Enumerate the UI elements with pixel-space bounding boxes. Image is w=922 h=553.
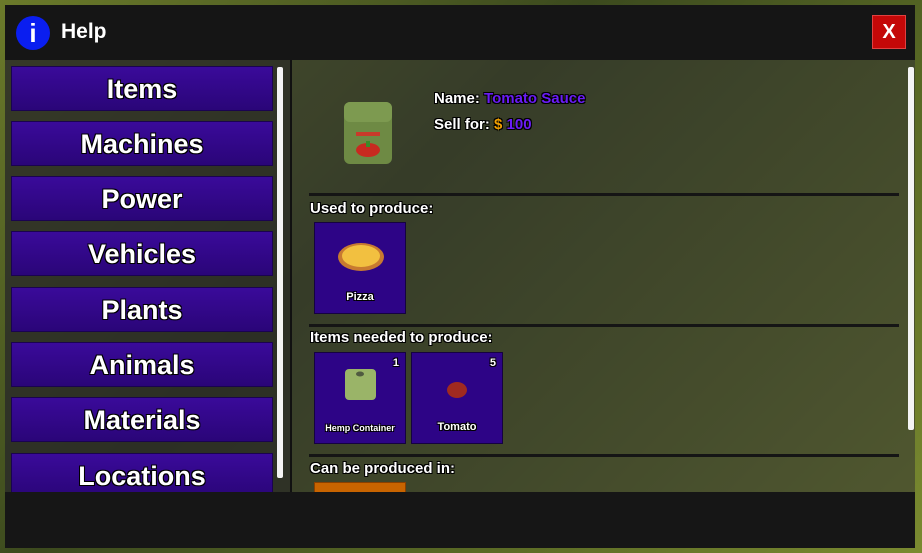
nav-plants[interactable]: Plants xyxy=(11,287,273,332)
hemp-container-icon xyxy=(345,369,376,400)
sell-label: Sell for: xyxy=(434,116,490,133)
divider xyxy=(309,193,899,196)
item-name: Tomato Sauce xyxy=(484,90,586,107)
divider xyxy=(309,454,899,457)
name-label: Name: xyxy=(434,90,480,107)
nav-machines[interactable]: Machines xyxy=(11,121,273,166)
tomato-sauce-icon xyxy=(344,102,392,164)
nav-materials[interactable]: Materials xyxy=(11,397,273,442)
info-icon: i xyxy=(16,16,50,50)
nav-vehicles[interactable]: Vehicles xyxy=(11,231,273,276)
sell-price: 100 xyxy=(506,116,532,133)
close-button[interactable]: X xyxy=(872,15,906,49)
left-scrollbar[interactable] xyxy=(277,67,283,478)
ingredient-label: Hemp Container xyxy=(325,423,395,433)
help-window: i Help X Items Machines Power Vehicles P… xyxy=(5,5,915,548)
ingredient-count: 1 xyxy=(392,357,399,369)
right-scrollbar[interactable] xyxy=(908,67,914,430)
ingredient-count: 5 xyxy=(489,357,496,369)
produced-in-heading: Can be produced in: xyxy=(310,460,456,477)
divider xyxy=(290,60,292,492)
currency-icon: $ xyxy=(494,116,503,133)
bottom-bar xyxy=(5,492,915,548)
product-label: Pizza xyxy=(346,291,374,303)
tomato-icon xyxy=(447,382,467,398)
needed-heading: Items needed to produce: xyxy=(310,329,493,346)
title-bar: i Help X xyxy=(5,5,915,60)
ingredient-card-hemp-container[interactable]: 1 Hemp Container xyxy=(314,352,406,444)
machine-card[interactable] xyxy=(314,482,406,492)
nav-items[interactable]: Items xyxy=(11,66,273,111)
nav-locations[interactable]: Locations xyxy=(11,453,273,492)
divider xyxy=(309,324,899,327)
product-card-pizza[interactable]: Pizza xyxy=(314,222,406,314)
ingredient-card-tomato[interactable]: 5 Tomato xyxy=(411,352,503,444)
nav-animals[interactable]: Animals xyxy=(11,342,273,387)
window-title: Help xyxy=(61,20,107,43)
pizza-icon xyxy=(338,243,384,271)
ingredient-label: Tomato xyxy=(437,421,477,433)
used-to-produce-heading: Used to produce: xyxy=(310,200,434,217)
item-detail-panel: Name: Tomato Sauce Sell for: $ 100 Used … xyxy=(292,60,915,492)
category-list: Items Machines Power Vehicles Plants Ani… xyxy=(5,60,290,492)
nav-power[interactable]: Power xyxy=(11,176,273,221)
